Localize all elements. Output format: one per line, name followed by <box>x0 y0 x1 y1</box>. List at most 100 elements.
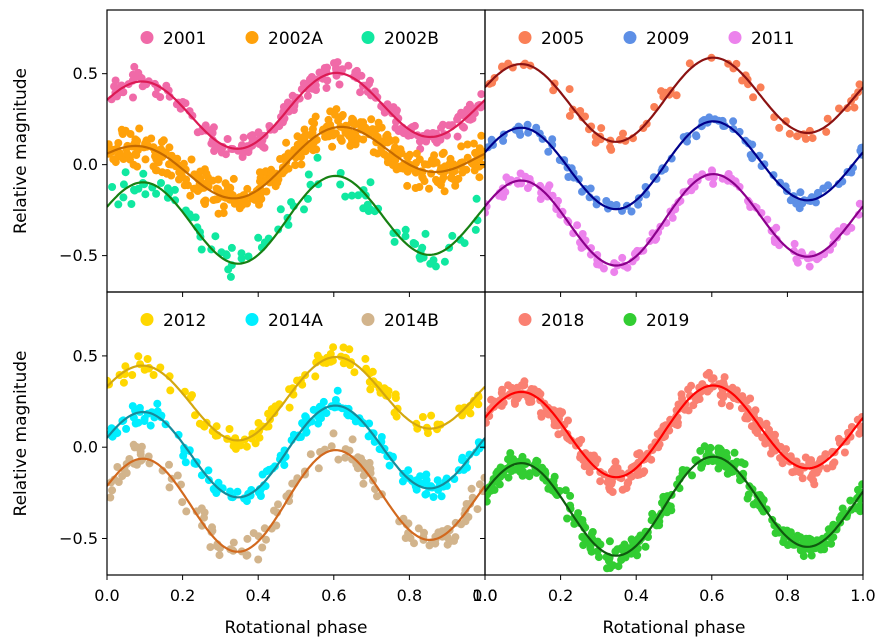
data-point-2002A <box>451 181 460 190</box>
data-point-2002A <box>309 146 318 155</box>
data-point-2002B <box>366 178 375 187</box>
legend: 2001 2002A 2002B <box>140 29 439 49</box>
data-point-2014B <box>165 460 173 469</box>
data-point-2002B <box>163 184 172 193</box>
data-point-2001 <box>356 88 365 97</box>
data-point-2019 <box>759 496 768 504</box>
x-axis-label: Rotational phase <box>603 618 746 638</box>
data-point-2009 <box>858 143 863 152</box>
data-point-2012 <box>313 351 322 360</box>
fit-curve-2014B <box>107 448 485 553</box>
data-point-2014B <box>473 505 482 514</box>
data-point-2018 <box>746 394 755 403</box>
x-tick-label: 0.8 <box>775 586 800 605</box>
data-point-2002B <box>471 225 480 234</box>
data-point-2011 <box>502 173 511 182</box>
data-point-2001 <box>111 76 120 85</box>
legend-marker-2011 <box>728 31 742 44</box>
data-point-2019 <box>827 539 836 548</box>
data-point-2002A <box>469 139 478 148</box>
data-point-2009 <box>692 131 700 140</box>
legend-label: 2018 <box>541 311 584 331</box>
data-point-2002A <box>132 136 141 145</box>
x-tick-label: 0.0 <box>94 586 119 605</box>
data-point-2014B <box>272 521 281 530</box>
x-tick-label: 0.6 <box>699 586 724 605</box>
legend-label: 2012 <box>163 311 206 331</box>
data-point-2014B <box>274 500 282 509</box>
data-point-2011 <box>610 268 619 277</box>
data-point-2002B <box>409 239 418 247</box>
data-point-2014B <box>327 442 336 451</box>
data-point-2018 <box>536 389 545 398</box>
data-point-2002B <box>304 170 313 179</box>
data-point-2018 <box>778 459 787 468</box>
data-point-2009 <box>746 151 755 159</box>
data-point-2002B <box>170 185 179 194</box>
data-point-2018 <box>698 380 707 389</box>
data-point-2001 <box>211 144 220 153</box>
y-tick-label: 0.0 <box>73 155 98 174</box>
data-point-2019 <box>561 486 570 495</box>
data-point-2011 <box>618 253 627 262</box>
data-point-2019 <box>518 452 527 461</box>
data-point-2002A <box>477 131 485 140</box>
data-point-2018 <box>487 395 496 404</box>
data-point-2002A <box>116 149 124 158</box>
fit-curve-2002A <box>107 125 485 200</box>
data-point-2019 <box>838 504 847 513</box>
data-point-2005 <box>801 134 810 143</box>
data-point-2012 <box>143 355 152 363</box>
data-point-2012 <box>288 384 297 393</box>
data-point-2002A <box>291 161 300 170</box>
data-point-2002A <box>403 181 412 190</box>
data-point-2002B <box>119 180 128 189</box>
data-point-2005 <box>672 91 681 100</box>
data-point-2012 <box>225 425 234 433</box>
data-point-2019 <box>696 446 705 455</box>
data-point-2011 <box>668 213 677 222</box>
data-point-2002A <box>359 118 368 127</box>
data-point-2018 <box>741 414 750 423</box>
data-point-2002B <box>244 252 253 261</box>
data-point-2019 <box>744 490 753 499</box>
data-point-2001 <box>260 143 269 152</box>
data-point-2014A <box>458 456 466 464</box>
data-point-2014A <box>153 399 162 408</box>
data-point-2019 <box>816 545 825 554</box>
data-point-2002A <box>380 150 389 159</box>
data-point-2001 <box>138 82 147 91</box>
data-point-2005 <box>793 132 802 141</box>
data-point-2001 <box>463 105 472 114</box>
data-point-2002A <box>297 160 306 169</box>
data-point-2002B <box>415 252 424 261</box>
data-point-2002A <box>186 191 195 200</box>
data-point-2001 <box>437 123 445 132</box>
data-point-2018 <box>687 381 696 390</box>
y-tick-label: −0.5 <box>59 246 98 265</box>
data-point-2014B <box>262 535 270 544</box>
data-point-2002A <box>203 179 212 187</box>
data-point-2018 <box>678 394 686 403</box>
data-point-2002A <box>123 150 132 159</box>
panel-frame <box>484 291 864 576</box>
data-point-2014B <box>108 486 117 495</box>
data-point-2014A <box>377 433 386 441</box>
data-point-2012 <box>166 386 175 395</box>
data-point-2002A <box>328 131 337 140</box>
fit-curve-2019 <box>485 455 863 557</box>
data-point-2018 <box>689 401 698 410</box>
data-point-2005 <box>576 107 585 115</box>
data-point-2012 <box>255 433 264 442</box>
data-point-2018 <box>801 453 810 462</box>
x-tick-label: 0.0 <box>472 586 497 605</box>
data-point-2014B <box>137 442 146 451</box>
data-point-2002B <box>341 192 350 201</box>
data-point-2014B <box>401 534 410 542</box>
data-point-2012 <box>326 350 335 358</box>
data-point-2019 <box>504 473 513 482</box>
data-point-2014B <box>129 440 138 449</box>
data-point-2009 <box>548 135 557 144</box>
data-point-2014A <box>256 492 265 500</box>
data-point-2014B <box>445 537 454 546</box>
